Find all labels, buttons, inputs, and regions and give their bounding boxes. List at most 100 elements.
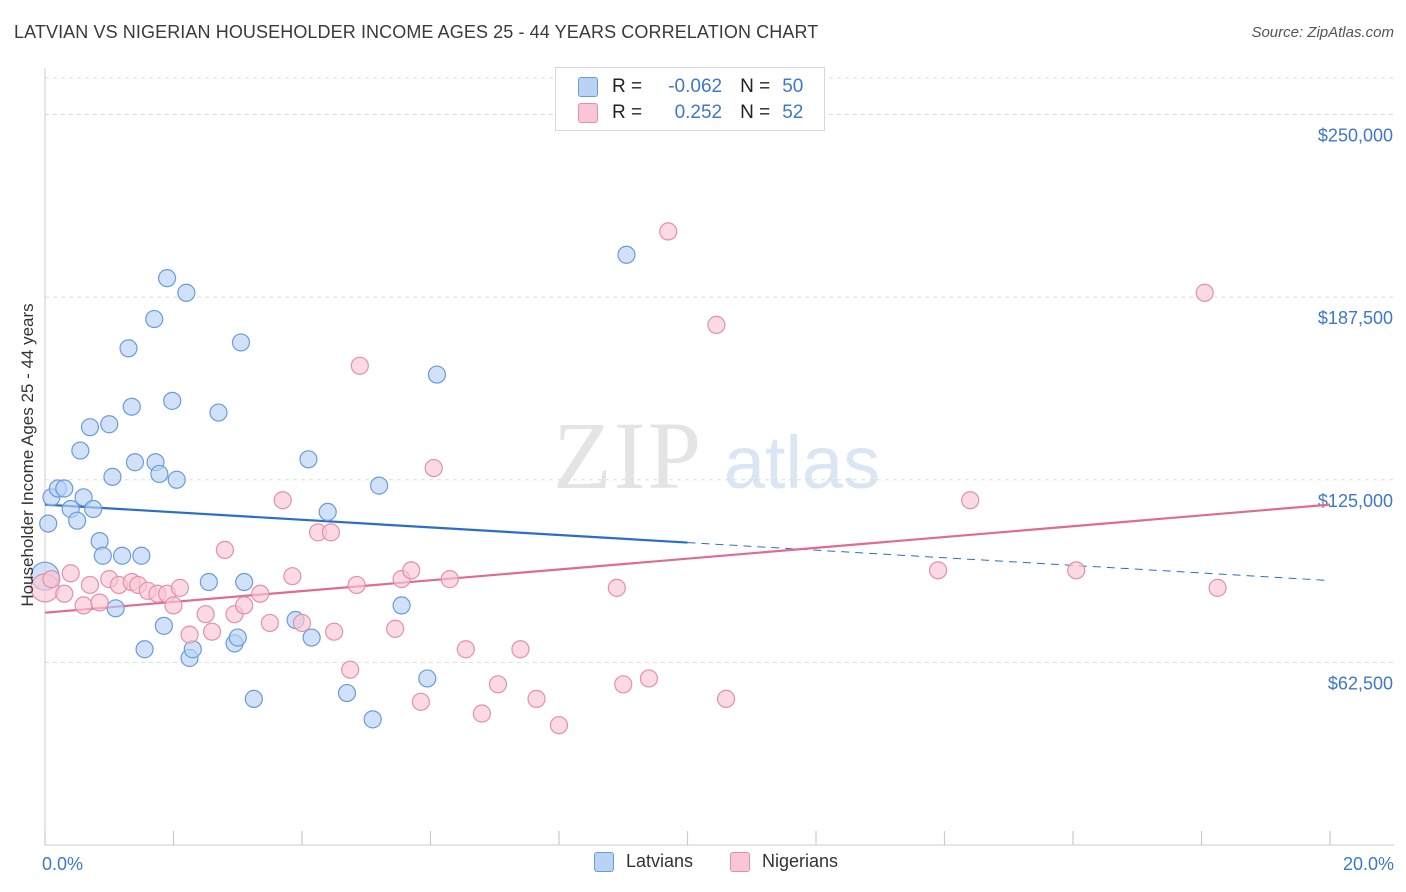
latvian-point — [150, 464, 169, 484]
nigerian-point — [292, 613, 312, 633]
nigerian-point — [235, 596, 254, 615]
legend-item-latvians[interactable]: Latvians — [594, 851, 693, 872]
latvian-point — [199, 572, 218, 592]
latvian-point — [93, 546, 112, 565]
nigerian-r-label: R = — [612, 102, 643, 123]
latvian-point — [370, 476, 389, 495]
latvian-legend-swatch — [594, 851, 614, 872]
nigerian-point — [283, 567, 302, 586]
nigerian-point — [639, 669, 659, 688]
latvian-point — [135, 640, 154, 659]
nigerian-point — [260, 613, 279, 633]
nigerian-r-value: 0.252 — [674, 102, 723, 123]
x-axis-max-label: 20.0% — [1343, 854, 1394, 874]
nigerian-point — [440, 570, 459, 589]
watermark-atlas: atlas — [724, 421, 880, 504]
nigerian-point — [215, 540, 234, 559]
nigerian-point — [55, 584, 74, 603]
nigerian-points — [30, 222, 1227, 735]
nigerian-point — [928, 561, 948, 580]
latvian-point — [177, 283, 196, 302]
nigerian-point — [180, 625, 199, 644]
nigerian-point — [273, 491, 292, 510]
trend-lines — [44, 503, 1331, 614]
nigerian-point — [549, 716, 569, 735]
latvian-point — [167, 470, 186, 489]
latvian-point — [100, 415, 119, 434]
latvian-point — [119, 339, 138, 358]
nigerian-legend-label: Nigerians — [762, 851, 839, 871]
latvian-points — [30, 245, 636, 729]
latvian-point — [617, 245, 636, 264]
legend-row-latvians: R = -0.062 N = 50 — [578, 74, 803, 100]
latvian-point — [55, 479, 74, 498]
latvian-point — [235, 572, 254, 592]
nigerian-point — [488, 675, 508, 694]
nigerian-point — [347, 575, 366, 595]
nigerian-point — [456, 640, 475, 659]
nigerian-point — [402, 561, 421, 580]
nigerian-point — [325, 622, 344, 641]
latvian-trend-line — [44, 503, 688, 544]
nigerian-point — [350, 356, 369, 375]
series-legend: Latvians Nigerians — [0, 851, 1406, 877]
y-tick-label-250000: $250,000 — [1318, 126, 1393, 146]
nigerian-point — [321, 523, 341, 542]
nigerian-swatch — [578, 103, 598, 123]
latvian-r-label: R = — [612, 76, 643, 97]
latvian-point — [154, 616, 173, 635]
axes — [44, 68, 1394, 846]
nigerian-point — [341, 660, 360, 679]
source-label: Source: ZipAtlas.com — [1251, 24, 1394, 41]
nigerian-point — [1195, 283, 1214, 302]
latvian-point — [132, 546, 151, 565]
y-axis-label: Householder Income Ages 25 - 44 years — [18, 303, 37, 606]
nigerian-point — [424, 458, 443, 478]
latvian-point — [392, 596, 411, 615]
legend-item-nigerians[interactable]: Nigerians — [730, 851, 838, 872]
nigerian-point — [716, 689, 736, 709]
y-tick-label-62500: $62,500 — [1328, 673, 1393, 693]
nigerian-point — [961, 491, 980, 510]
latvian-point — [122, 397, 141, 416]
latvian-point — [80, 418, 100, 437]
latvian-point — [71, 441, 90, 460]
nigerian-point — [80, 575, 100, 595]
latvian-point — [125, 453, 145, 472]
latvian-point — [145, 309, 164, 329]
nigerian-point — [1067, 561, 1086, 580]
latvian-point — [299, 450, 318, 469]
nigerian-point — [707, 315, 726, 335]
latvian-point — [418, 669, 437, 688]
latvian-point — [68, 511, 87, 530]
nigerian-point — [386, 619, 405, 638]
nigerian-point — [170, 578, 190, 597]
latvian-point — [318, 502, 337, 522]
nigerian-point — [74, 596, 93, 615]
latvian-point — [39, 514, 58, 533]
correlation-legend: R = -0.062 N = 50 R = 0.252 N = 52 — [555, 67, 825, 131]
latvian-legend-label: Latvians — [626, 851, 694, 871]
nigerian-point — [472, 704, 491, 723]
nigerian-point — [607, 578, 626, 597]
nigerian-point — [659, 222, 678, 241]
y-tick-labels: $62,500 $125,000 $187,500 $250,000 — [1318, 126, 1393, 694]
latvian-point — [427, 365, 447, 384]
nigerian-n-value: 52 — [782, 102, 804, 123]
latvian-point — [244, 689, 263, 709]
nigerian-point — [90, 593, 109, 612]
nigerian-point — [411, 692, 430, 711]
latvian-n-value: 50 — [782, 76, 804, 97]
nigerian-point — [614, 675, 633, 694]
nigerian-point — [527, 689, 546, 709]
latvian-point — [337, 683, 357, 703]
latvian-point — [231, 333, 251, 352]
nigerian-point — [164, 596, 183, 615]
latvian-swatch — [578, 77, 598, 97]
latvian-point — [112, 546, 132, 565]
nigerian-legend-swatch — [730, 851, 750, 872]
latvian-point — [163, 391, 182, 410]
latvian-point — [363, 710, 382, 729]
latvian-point — [302, 628, 321, 647]
